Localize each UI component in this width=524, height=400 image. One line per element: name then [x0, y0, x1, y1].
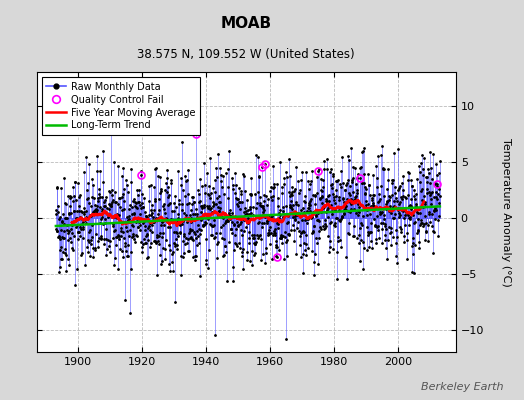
Legend: Raw Monthly Data, Quality Control Fail, Five Year Moving Average, Long-Term Tren: Raw Monthly Data, Quality Control Fail, … — [41, 77, 200, 135]
Text: 38.575 N, 109.552 W (United States): 38.575 N, 109.552 W (United States) — [137, 48, 355, 61]
Text: MOAB: MOAB — [221, 16, 272, 31]
Text: Berkeley Earth: Berkeley Earth — [421, 382, 503, 392]
Y-axis label: Temperature Anomaly (°C): Temperature Anomaly (°C) — [501, 138, 511, 286]
